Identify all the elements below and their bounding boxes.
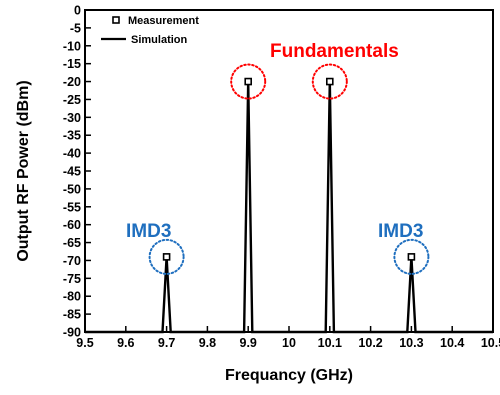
highlight-circle xyxy=(311,63,348,100)
y-tick-label: 0 xyxy=(74,4,81,18)
x-tick-label: 10.4 xyxy=(440,336,464,350)
y-tick-label: -50 xyxy=(63,182,81,196)
x-axis-title: Frequancy (GHz) xyxy=(225,367,353,384)
plot-frame xyxy=(84,9,494,333)
series-simulation-line xyxy=(85,81,493,334)
data-layer xyxy=(85,77,493,334)
x-tick-label: 10.2 xyxy=(358,336,382,350)
legend-marker-measurement xyxy=(112,16,120,24)
y-tick-label: -40 xyxy=(63,147,81,161)
x-tick-label: 10 xyxy=(282,336,296,350)
circle-layer xyxy=(148,63,430,275)
y-tick-label: -80 xyxy=(63,290,81,304)
x-tick-label: 9.9 xyxy=(240,336,257,350)
x-tick-label: 9.6 xyxy=(117,336,134,350)
annotation-fundamentals: Fundamentals xyxy=(270,41,399,62)
highlight-circle xyxy=(230,63,267,100)
y-tick-label: -60 xyxy=(63,218,81,232)
y-axis-title: Output RF Power (dBm) xyxy=(15,80,32,261)
x-tick-label: 10.5 xyxy=(481,336,500,350)
y-tick-label: -65 xyxy=(63,236,81,250)
x-tick-label: 10.1 xyxy=(318,336,342,350)
x-tick-label: 10.3 xyxy=(399,336,423,350)
y-tick-label: -15 xyxy=(63,57,81,71)
annotation-imd3-right: IMD3 xyxy=(378,221,423,242)
x-tick-label: 9.5 xyxy=(76,336,93,350)
x-tick-label: 9.7 xyxy=(158,336,175,350)
measurement-point xyxy=(162,253,171,261)
ticks-layer: 9.5 9.6 9.7 9.8 9.9 10 10.1 10.2 10.3 10.4 10.5 0 -5… xyxy=(63,4,500,351)
y-tick-label: -85 xyxy=(63,308,81,322)
y-tick-label: -75 xyxy=(63,272,81,286)
measurement-point xyxy=(407,253,416,261)
y-tick-label: -90 xyxy=(63,326,81,340)
y-tick-label: -5 xyxy=(70,21,81,35)
x-tick-label: 9.8 xyxy=(199,336,216,350)
y-tick-label: -55 xyxy=(63,200,81,214)
y-tick-label: -35 xyxy=(63,129,81,143)
y-tick-label: -30 xyxy=(63,111,81,125)
highlight-circle xyxy=(148,238,185,275)
measurement-point xyxy=(325,77,334,86)
y-tick-label: -10 xyxy=(63,39,81,53)
legend-label-measurement: Measurement xyxy=(128,15,199,27)
y-tick-label: -20 xyxy=(63,75,81,89)
y-tick-label: -70 xyxy=(63,254,81,268)
legend-label-simulation: Simulation xyxy=(131,34,188,46)
y-tick-label: -25 xyxy=(63,93,81,107)
measurement-point xyxy=(244,77,252,86)
annotation-imd3-left: IMD3 xyxy=(126,221,171,242)
legend: Measurement Simulation xyxy=(101,15,199,46)
highlight-circle xyxy=(393,238,430,275)
y-tick-label: -45 xyxy=(63,165,81,179)
